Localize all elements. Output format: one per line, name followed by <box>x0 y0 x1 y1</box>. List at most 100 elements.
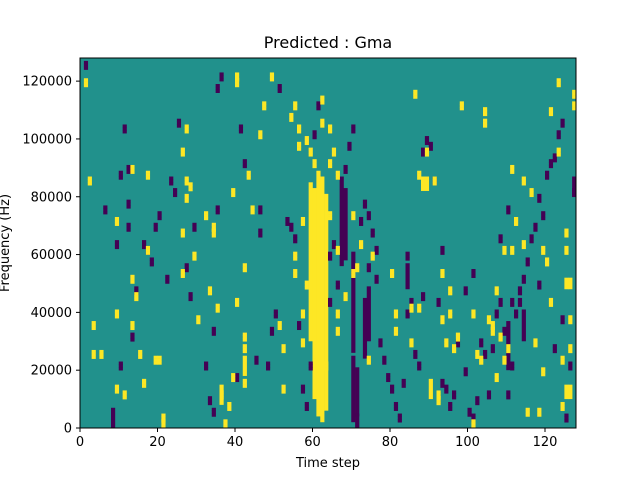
heatmap-cell-high <box>490 326 495 331</box>
heatmap-cell-low <box>502 326 507 331</box>
heatmap-cell-high <box>328 124 333 128</box>
heatmap-cell-low <box>122 124 127 128</box>
heatmap-cell-low <box>428 141 433 146</box>
heatmap-cell-low <box>184 269 189 273</box>
heatmap-cell-low <box>242 159 247 163</box>
heatmap-cell-high <box>436 393 441 397</box>
heatmap-cell-high <box>459 104 464 108</box>
heatmap-cell-low <box>548 164 554 169</box>
heatmap-cell-low <box>130 338 135 342</box>
heatmap-cell-high <box>452 349 457 354</box>
heatmap-cell-high <box>541 248 546 252</box>
heatmap-cell-low <box>436 297 441 302</box>
heatmap-cell-high <box>312 352 317 357</box>
heatmap-cell-high <box>525 407 530 411</box>
heatmap-cell-low <box>463 289 468 293</box>
heatmap-cell-low <box>176 121 182 125</box>
heatmap-cell-low <box>258 231 263 235</box>
heatmap-cell-high <box>335 245 340 250</box>
heatmap-cell-high <box>564 248 569 252</box>
heatmap-cell-low <box>215 205 220 209</box>
heatmap-band-low <box>351 251 356 353</box>
heatmap-cell-low <box>331 243 337 247</box>
heatmap-cell-high <box>293 274 298 278</box>
heatmap-cell-high <box>366 361 371 365</box>
heatmap-cell-high <box>83 81 89 85</box>
heatmap-cell-low <box>169 182 174 186</box>
heatmap-cell-high <box>510 248 515 252</box>
heatmap-cell-low <box>440 251 445 255</box>
heatmap-cell-high <box>471 422 476 426</box>
heatmap-cell-low <box>366 214 371 218</box>
heatmap-cell-high <box>548 303 554 307</box>
heatmap-cell-low <box>370 231 375 235</box>
heatmap-cell-high <box>130 170 135 174</box>
heatmap-cell-high <box>556 147 561 151</box>
heatmap-cell-high <box>180 153 185 157</box>
heatmap-cell-high <box>498 335 503 339</box>
heatmap-cell-high <box>483 110 488 114</box>
heatmap-cell-low <box>266 364 271 368</box>
heatmap-cell-low <box>572 193 577 198</box>
heatmap-cell-low <box>297 321 302 325</box>
heatmap-cell-high <box>269 78 275 82</box>
heatmap-cell-low <box>560 118 565 122</box>
heatmap-cell-low <box>242 164 247 169</box>
heatmap-cell-high <box>471 309 476 313</box>
heatmap-cell-low <box>440 378 445 383</box>
heatmap-cell-low <box>386 378 391 383</box>
heatmap-cell-high <box>188 185 193 189</box>
heatmap-cell-high <box>541 251 546 255</box>
heatmap-cell-high <box>335 315 340 319</box>
heatmap-cell-high <box>269 75 275 79</box>
heatmap-cell-high <box>180 147 185 151</box>
heatmap-cell-low <box>498 297 503 302</box>
heatmap-cell-low <box>312 136 317 140</box>
heatmap-cell-high <box>510 251 515 255</box>
heatmap-cell-low <box>374 245 379 250</box>
heatmap-cell-low <box>103 205 108 209</box>
heatmap-cell-low <box>215 86 220 91</box>
heatmap-cell-low <box>393 401 399 406</box>
heatmap-cell-high <box>142 378 147 383</box>
heatmap-cell-low <box>173 193 178 198</box>
heatmap-band-low <box>111 407 116 428</box>
heatmap-cell-low <box>328 297 333 302</box>
heatmap-cell-high <box>211 222 216 226</box>
heatmap-cell-high <box>145 251 151 255</box>
heatmap-cell-high <box>521 176 526 180</box>
heatmap-cell-low <box>514 312 519 316</box>
heatmap-cell-high <box>87 176 92 180</box>
heatmap-cell-low <box>285 216 290 221</box>
heatmap-cell-high <box>444 341 449 345</box>
heatmap-cell-low <box>269 326 275 331</box>
heatmap-cell-low <box>269 329 275 333</box>
heatmap-cell-low <box>397 419 402 423</box>
heatmap-cell-high <box>556 153 561 157</box>
heatmap-cell-low <box>297 326 302 331</box>
heatmap-cell-high <box>308 150 313 154</box>
heatmap-cell-low <box>498 234 503 238</box>
heatmap-cell-high <box>207 289 213 293</box>
heatmap-cell-high <box>502 358 507 362</box>
heatmap-cell-low <box>533 222 538 226</box>
heatmap-cell-high <box>455 332 461 336</box>
heatmap-cell-high <box>432 179 437 183</box>
heatmap-cell-low <box>204 361 209 365</box>
y-axis-label: Frequency (Hz) <box>0 194 13 292</box>
heatmap-cell-high <box>91 352 96 357</box>
heatmap-cell-high <box>328 214 333 218</box>
heatmap-cell-high <box>448 286 453 290</box>
heatmap-cell-high <box>215 306 220 310</box>
heatmap-cell-high <box>188 188 193 192</box>
heatmap-cell-low <box>537 196 542 200</box>
heatmap-cell-high <box>537 410 542 414</box>
heatmap-cell-high <box>231 373 236 377</box>
heatmap-cell-low <box>560 315 565 319</box>
heatmap-cell-high <box>231 375 236 380</box>
heatmap-cell-high <box>289 118 294 122</box>
heatmap-cell-low <box>130 332 135 336</box>
heatmap-cell-high <box>184 176 189 180</box>
heatmap-cell-high <box>494 373 499 377</box>
heatmap-cell-low <box>521 277 526 281</box>
